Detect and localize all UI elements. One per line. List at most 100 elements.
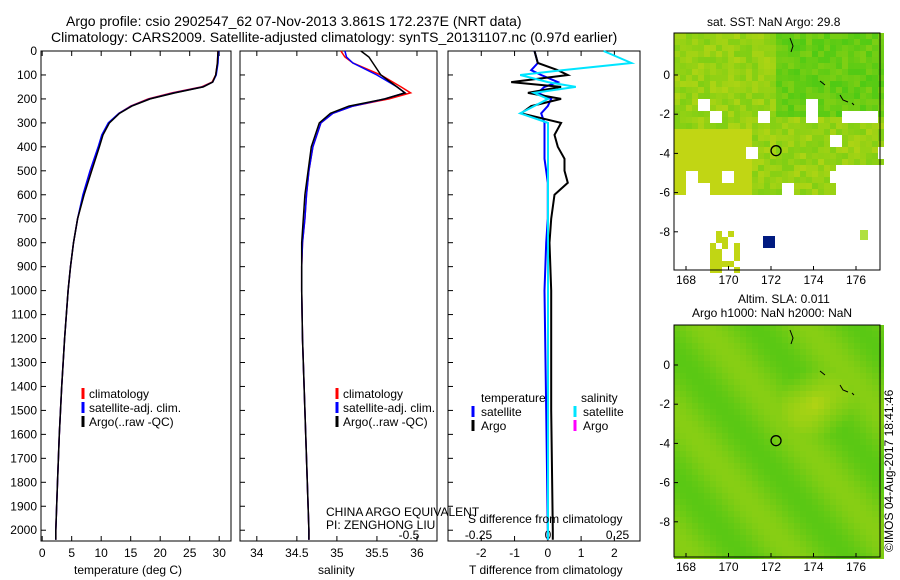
map-cell: [758, 535, 764, 541]
map-cell: [794, 147, 800, 153]
map-cell: [812, 379, 818, 385]
map-cell: [692, 529, 698, 535]
y-tick-label: 1600: [10, 427, 37, 441]
map-y-tick-label: -6: [659, 186, 670, 200]
map-cell: [770, 349, 776, 355]
x-tick-label: 2: [611, 546, 618, 560]
map-cell: [800, 511, 806, 517]
map-cell: [830, 343, 836, 349]
map-cell: [860, 343, 866, 349]
map-cell: [854, 349, 860, 355]
map-cell: [686, 69, 692, 75]
map-cell: [698, 87, 704, 93]
map-cell: [722, 147, 728, 153]
map-cell: [698, 385, 704, 391]
map-cell: [824, 123, 830, 129]
map-cell: [818, 171, 824, 177]
map-cell: [794, 535, 800, 541]
map-cell: [848, 397, 854, 403]
map-cell: [776, 511, 782, 517]
map-cell: [764, 171, 770, 177]
map-cell: [872, 123, 878, 129]
map-cell: [716, 355, 722, 361]
map-cell: [710, 529, 716, 535]
map-cell: [716, 261, 722, 267]
map-cell: [770, 147, 776, 153]
map-cell: [686, 123, 692, 129]
map-cell: [812, 69, 818, 75]
map-cell: [866, 349, 872, 355]
map-cell: [680, 535, 686, 541]
map-cell: [842, 63, 848, 69]
map-cell: [848, 511, 854, 517]
map-cell: [806, 445, 812, 451]
map-cell: [698, 493, 704, 499]
map-cell: [680, 51, 686, 57]
map-cell: [794, 385, 800, 391]
map-cell: [704, 421, 710, 427]
map-cell: [758, 403, 764, 409]
map-cell: [698, 445, 704, 451]
map-cell: [704, 379, 710, 385]
map-cell: [794, 451, 800, 457]
map-cell: [758, 391, 764, 397]
map-cell: [812, 529, 818, 535]
map-cell: [776, 499, 782, 505]
map-cell: [788, 99, 794, 105]
map-cell: [830, 117, 836, 123]
map-cell: [812, 171, 818, 177]
map-cell: [776, 481, 782, 487]
map-cell: [878, 111, 884, 117]
map-cell: [794, 361, 800, 367]
map-cell: [758, 505, 764, 511]
map-cell: [824, 487, 830, 493]
map-cell: [812, 93, 818, 99]
map-cell: [836, 403, 842, 409]
map-cell: [764, 361, 770, 367]
map-cell: [812, 409, 818, 415]
map-cell: [818, 177, 824, 183]
map-cell: [758, 189, 764, 195]
map-cell: [734, 159, 740, 165]
map-cell: [794, 493, 800, 499]
map-cell: [758, 517, 764, 523]
map-cell: [842, 331, 848, 337]
map-y-tick-label: -8: [659, 515, 670, 529]
map-cell: [872, 475, 878, 481]
map-cell: [794, 153, 800, 159]
map-cell: [860, 475, 866, 481]
map-cell: [722, 529, 728, 535]
map-cell: [758, 349, 764, 355]
map-cell: [740, 451, 746, 457]
map-cell: [782, 177, 788, 183]
map-cell: [848, 87, 854, 93]
map-cell: [716, 159, 722, 165]
map-cell: [836, 105, 842, 111]
map-cell: [758, 75, 764, 81]
map-cell: [734, 391, 740, 397]
map-cell: [830, 99, 836, 105]
map-cell: [758, 541, 764, 547]
map-cell: [842, 159, 848, 165]
map-cell: [740, 541, 746, 547]
map-cell: [854, 105, 860, 111]
map-cell: [740, 177, 746, 183]
map-cell: [716, 391, 722, 397]
map-cell: [782, 147, 788, 153]
x-tick-label: 0: [544, 546, 551, 560]
map-cell: [686, 45, 692, 51]
y-tick-label: 1900: [10, 499, 37, 513]
map-cell: [782, 391, 788, 397]
map-cell: [776, 469, 782, 475]
map-cell: [812, 159, 818, 165]
map-cell: [788, 415, 794, 421]
map-cell: [698, 553, 704, 559]
map-cell: [716, 463, 722, 469]
map-cell: [770, 361, 776, 367]
map-cell: [710, 403, 716, 409]
map-cell: [716, 255, 722, 261]
map-cell: [686, 475, 692, 481]
map-cell: [794, 69, 800, 75]
map-cell: [848, 105, 854, 111]
map-cell: [740, 433, 746, 439]
